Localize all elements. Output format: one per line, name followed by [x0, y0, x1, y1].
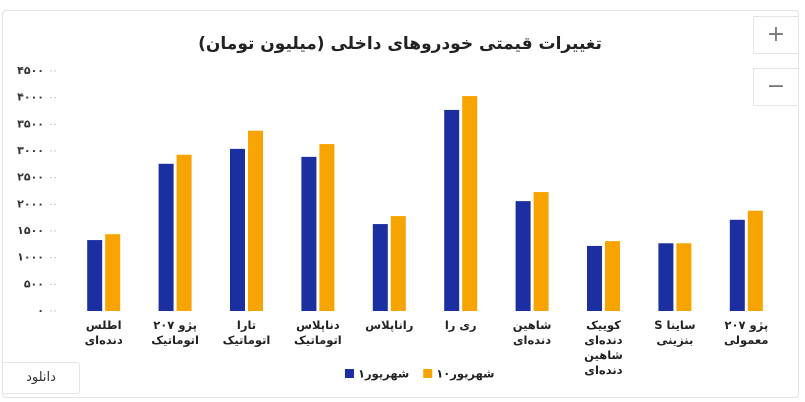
bar	[230, 148, 245, 311]
bar	[515, 201, 531, 311]
x-tick-label: شاهین دنده‌ای	[512, 318, 552, 347]
bar	[372, 224, 388, 311]
bar	[533, 192, 549, 311]
y-tick-label: ۳۵۰۰	[17, 117, 44, 130]
x-tick-label: اطلس دنده‌ای	[84, 318, 123, 347]
x-tick-label: راناپلاس	[365, 318, 414, 332]
y-tick-label: ۲۰۰۰	[17, 197, 44, 210]
y-tick-label: ۵۰۰	[24, 277, 44, 290]
bar	[158, 163, 174, 311]
bar	[747, 210, 763, 311]
bar	[301, 156, 317, 311]
legend-label: ۱۰شهریور	[436, 367, 494, 382]
x-tick-label: دناپلاس اتوماتیک	[294, 318, 342, 347]
x-tick-label: تارا اتوماتیک	[222, 318, 271, 347]
x-tick-label: پژو ۲۰۷ معمولی	[724, 318, 769, 347]
download-button[interactable]: دانلود	[2, 362, 80, 394]
bar	[462, 96, 478, 311]
zoom-in-button[interactable]: +	[753, 16, 799, 54]
y-tick-label: ۳۰۰۰	[17, 144, 44, 157]
bar	[658, 243, 674, 311]
bar	[605, 241, 620, 311]
x-tick-label: ساینا S بنزینی	[654, 318, 696, 347]
bar	[729, 219, 745, 311]
x-tick-label: کوییک دنده‌ای شاهین دنده‌ای	[584, 318, 623, 377]
bar	[176, 154, 192, 311]
bar	[390, 216, 406, 311]
bar	[105, 234, 121, 311]
bar	[676, 243, 692, 311]
y-tick-label: ۱۰۰۰	[17, 251, 44, 264]
y-tick-label: ۴۵۰۰	[17, 64, 44, 77]
bar	[587, 245, 602, 311]
bar	[444, 109, 460, 311]
y-tick-label: ۱۵۰۰	[17, 224, 44, 237]
x-tick-label: پژو ۲۰۷ اتوماتیک	[151, 318, 199, 347]
zoom-out-button[interactable]: −	[753, 68, 799, 106]
bar	[319, 144, 335, 311]
chart-card	[2, 10, 799, 398]
legend-swatch	[423, 369, 433, 378]
y-tick-label: ۰	[37, 304, 44, 317]
legend-label: ۱شهریور	[358, 367, 409, 382]
bar	[87, 240, 103, 311]
legend-swatch	[345, 369, 354, 378]
x-tick-label: ری را	[444, 318, 477, 332]
chart-title: تغییرات قیمتی خودروهای داخلی (میلیون توم…	[198, 34, 602, 54]
bar	[248, 130, 263, 311]
y-tick-label: ۲۵۰۰	[17, 171, 44, 184]
y-tick-label: ۴۰۰۰	[17, 91, 44, 104]
